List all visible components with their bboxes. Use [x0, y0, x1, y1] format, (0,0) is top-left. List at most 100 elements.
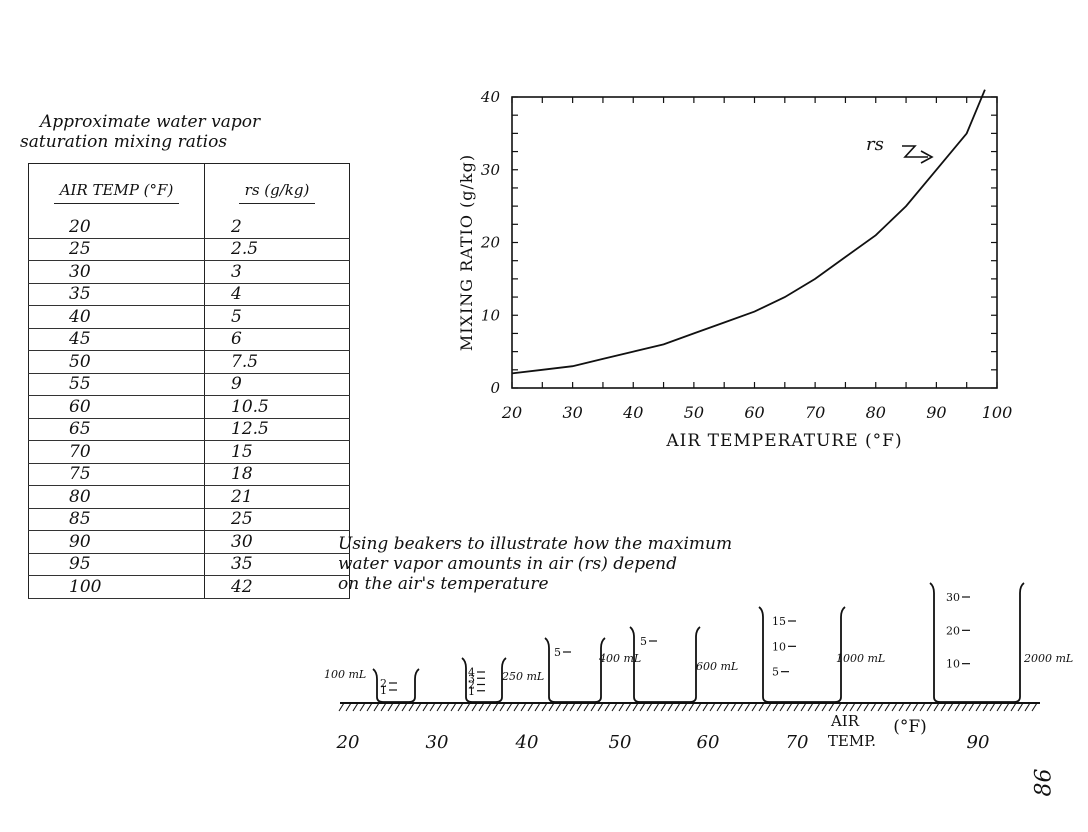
- cell-air-temp: 50: [28, 350, 205, 374]
- ground-hatch: [1010, 702, 1017, 712]
- beaker-temp-label: 60: [697, 732, 720, 753]
- beaker-temp-label: 70: [786, 732, 809, 753]
- ground-hatch: [856, 702, 863, 712]
- plot-frame: [511, 96, 998, 389]
- ground-hatch: [408, 702, 415, 712]
- cell-air-temp: 80: [28, 485, 205, 509]
- x-tick-label: 40: [622, 403, 643, 422]
- ground-hatch: [366, 702, 373, 712]
- ground-hatch: [527, 702, 534, 712]
- cell-air-temp: 35: [28, 283, 205, 306]
- ground-hatch: [884, 702, 891, 712]
- ground-hatch: [387, 702, 394, 712]
- ground-hatch: [800, 702, 807, 712]
- ground-hatch: [758, 702, 765, 712]
- ground-hatch: [828, 702, 835, 712]
- ground-hatch: [569, 702, 576, 712]
- ground-hatch: [744, 702, 751, 712]
- beaker-outline: [544, 637, 606, 703]
- mixing-ratio-table: AIR TEMP (°F) rs (g/kg) 20 2 25 2.5 30 3 35 4 40…: [28, 163, 350, 599]
- ground-hatch: [464, 702, 471, 712]
- cell-air-temp: 85: [28, 508, 205, 531]
- beaker-outline: [461, 657, 507, 703]
- beaker-temp-label: 40: [515, 732, 539, 753]
- beaker-axis-unit: (°F): [893, 717, 927, 737]
- cell-air-temp: 75: [28, 463, 205, 486]
- ground-hatch: [863, 702, 870, 712]
- cell-rs: 30: [204, 530, 350, 554]
- x-tick-label: 20: [501, 403, 522, 422]
- x-tick-label: 70: [805, 403, 825, 422]
- ground-hatch: [842, 702, 849, 712]
- ground-hatch: [345, 702, 352, 712]
- cell-rs: 5: [204, 305, 350, 329]
- beaker-mark-label: 1: [380, 684, 387, 697]
- ground-hatch: [870, 702, 877, 712]
- annotation-arrowhead: [920, 150, 934, 164]
- table-title-line1: Approximate water vapor: [40, 112, 261, 132]
- beaker-axis-label-line2: TEMP.: [828, 732, 876, 750]
- cell-air-temp: 55: [28, 373, 205, 396]
- ground-hatch: [807, 702, 814, 712]
- table-row: 40 5: [28, 305, 350, 329]
- beaker-volume-label: 600 mL: [696, 660, 738, 673]
- ground-hatch: [401, 702, 408, 712]
- ground-hatch: [1003, 702, 1010, 712]
- beaker-volume-label: 400 mL: [598, 652, 641, 665]
- ground-hatch: [814, 702, 821, 712]
- ground-hatch: [835, 702, 842, 712]
- ground-hatch: [723, 702, 730, 712]
- x-tick-label: 80: [866, 403, 886, 422]
- curve-annotation-rs: rs: [866, 134, 884, 155]
- beaker-caption-line3: on the air's temperature: [338, 574, 549, 594]
- ground-hatch: [576, 702, 583, 712]
- y-tick-label: 40: [480, 88, 501, 106]
- ground-hatch: [639, 702, 646, 712]
- cell-air-temp: 70: [28, 440, 205, 464]
- table-row: 80 21: [28, 485, 350, 509]
- ground-hatch: [919, 702, 926, 712]
- beaker-mark-label: 5: [772, 666, 779, 679]
- ground-hatch: [632, 702, 639, 712]
- x-axis-label: AIR TEMPERATURE (°F): [665, 431, 902, 451]
- x-tick-label: 100: [982, 403, 1013, 422]
- beaker-mark-label: 2: [380, 677, 387, 690]
- ground-hatch: [709, 702, 716, 712]
- table-row: 55 9: [28, 373, 350, 396]
- x-tick-label: 50: [684, 403, 704, 422]
- cell-air-temp: 65: [28, 418, 205, 441]
- beaker-outline: [629, 626, 701, 703]
- x-tick-label: 90: [926, 403, 946, 422]
- ground-hatch: [702, 702, 709, 712]
- ground-hatch: [597, 702, 604, 712]
- beaker-mark-label: 5: [640, 635, 647, 648]
- col-header-air-temp: AIR TEMP (°F): [28, 163, 205, 216]
- ground-hatch: [968, 702, 975, 712]
- cell-air-temp: 90: [28, 530, 205, 554]
- x-tick-label: 30: [562, 403, 582, 422]
- cell-rs: 7.5: [204, 350, 350, 374]
- table-row: 90 30: [28, 530, 350, 554]
- ground-hatch: [450, 702, 457, 712]
- col-header-rs: rs (g/kg): [205, 164, 350, 217]
- table-row: 95 35: [28, 553, 350, 576]
- ground-hatch: [415, 702, 422, 712]
- ground-hatch: [926, 702, 933, 712]
- beaker-mark-label: 3: [468, 672, 475, 685]
- ground-hatch: [373, 702, 380, 712]
- ground-hatch: [604, 702, 611, 712]
- beaker-mark-label: 15: [772, 615, 786, 628]
- ground-hatch: [429, 702, 436, 712]
- table-row: 75 18: [28, 463, 350, 486]
- table-header-row: AIR TEMP (°F) rs (g/kg): [28, 163, 350, 217]
- beaker-volume-label: 1000 mL: [836, 652, 885, 665]
- ground-hatch: [457, 702, 464, 712]
- ground-hatch: [793, 702, 800, 712]
- ground-hatch: [394, 702, 401, 712]
- cell-rs: 4: [204, 283, 350, 306]
- ground-hatch: [975, 702, 982, 712]
- cell-air-temp: 40: [28, 305, 205, 329]
- beaker-volume-label: 250 mL: [501, 670, 544, 683]
- ground-hatch: [681, 702, 688, 712]
